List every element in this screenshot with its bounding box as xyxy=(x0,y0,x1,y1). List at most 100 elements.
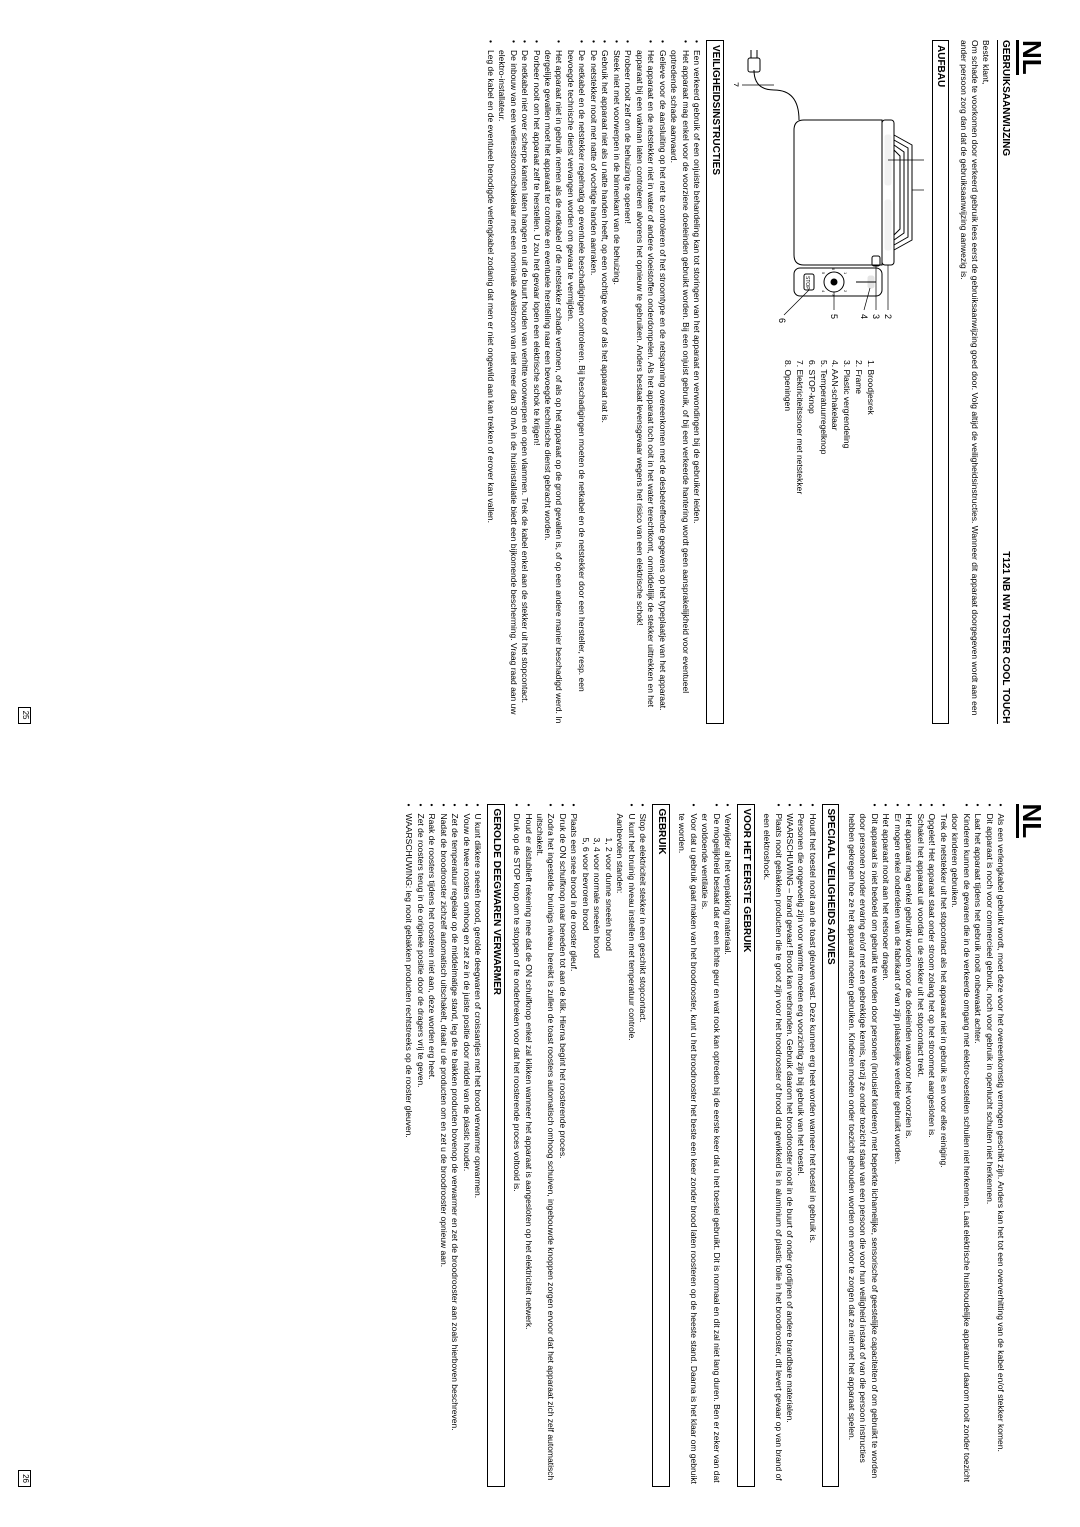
recommended-label: Aanbevolen standen: xyxy=(614,804,625,1488)
list-item: Opgelet! Het apparaat staat onder stroom… xyxy=(926,804,937,1488)
page-number-left: 25 xyxy=(18,707,31,724)
section-safety1: VEILIGHEIDSINSTRUCTIES xyxy=(706,40,724,724)
list-item: Het apparaat en de netstekker niet in wa… xyxy=(633,40,656,724)
special-list: Houdt het toestel nooit aan de toast gle… xyxy=(761,804,818,1488)
header-row: GEBRUIKSAANWIJZING T121 NB NW TOSTER COO… xyxy=(998,40,1013,724)
list-item: Voor dat u gebruik gaat maken van het br… xyxy=(676,804,699,1488)
stop-label: STOP xyxy=(804,276,810,290)
list-item: Plaats een snee brood in de rooster gleu… xyxy=(568,804,579,1488)
list-item: Zet de temperatuur regelaar op de middel… xyxy=(449,804,460,1488)
list-item: Zet de roosters terug in de originele po… xyxy=(414,804,425,1488)
part-1: 1. Broodjesrek xyxy=(864,360,876,724)
svg-text:7: 7 xyxy=(734,82,740,87)
svg-text:2: 2 xyxy=(843,290,848,293)
safety1-list: Een verkeerd gebruik of een onjuiste beh… xyxy=(484,40,702,724)
svg-text:3: 3 xyxy=(831,294,836,297)
gerolde-list: U kunt dikkere sneeën brood, gerolde dee… xyxy=(403,804,483,1488)
header-right: T121 NB NW TOSTER COOL TOUCH xyxy=(999,551,1013,723)
svg-text:4: 4 xyxy=(859,314,869,319)
section-aufbau: AUFBAU xyxy=(932,40,950,724)
use-list-pre: Stop de elektriciteit stekker in een ges… xyxy=(625,804,648,1488)
toaster-diagram: 1 2 3 4 5 6 STOP xyxy=(734,40,924,330)
part-8: 8. Openingen xyxy=(781,360,793,724)
lang-tag: NL xyxy=(1016,40,1045,75)
content: NL GEBRUIKSAANWIJZING T121 NB NW TOSTER … xyxy=(20,40,1045,724)
part-6: 6. STOP-knop xyxy=(805,360,817,724)
list-item: Porbeer nooit om het apparaat zelf te he… xyxy=(530,40,541,724)
part-2: 2. Frame xyxy=(852,360,864,724)
list-item: Een verkeerd gebruik of een onjuiste beh… xyxy=(691,40,702,724)
part-7: 7. Elektriciteitssnoer met netstekker xyxy=(793,360,805,724)
list-item: Het apparaat nooit aan het netsnoer drag… xyxy=(880,804,891,1488)
list-item: Houd er alstublieft rekening mee dat de … xyxy=(522,804,533,1488)
part-3: 3. Plastic vergrendeling xyxy=(840,360,852,724)
svg-text:6: 6 xyxy=(831,268,836,271)
svg-text:5: 5 xyxy=(829,314,839,319)
list-item: U kunt dikkere sneeën brood, gerolde dee… xyxy=(472,804,483,1488)
list-item: Trek de netstekker uit het stopcontact a… xyxy=(937,804,948,1488)
list-item: Gelieve voor de aansluiting op het net t… xyxy=(656,40,667,724)
list-item: 5, 6 voor bevroren brood xyxy=(579,838,590,1488)
list-item: Er mogen enkel onderdelen van de fabrika… xyxy=(891,804,902,1488)
lang-tag: NL xyxy=(1016,804,1045,839)
list-item: Laat het apparaat tijdens het gebruik no… xyxy=(972,804,983,1488)
list-item: Zodra het ingestelde bruinigs niveau ber… xyxy=(534,804,557,1488)
section-use: GEBRUIK xyxy=(652,804,670,1488)
list-item: Het apparaat mag enkel gebruikt worden v… xyxy=(903,804,914,1488)
svg-text:1: 1 xyxy=(843,272,848,275)
list-item: De netstekker nooit met natte of vochtig… xyxy=(587,40,598,724)
svg-text:4: 4 xyxy=(821,290,826,293)
list-item: Dit apparaat is noch voor commercieel ge… xyxy=(983,804,994,1488)
list-item: 3, 4 voor normale sneeën brood xyxy=(591,838,602,1488)
list-item: De mogelijkheid bestaat dat er een licht… xyxy=(699,804,722,1488)
page-left: NL GEBRUIKSAANWIJZING T121 NB NW TOSTER … xyxy=(0,0,1080,764)
svg-text:5: 5 xyxy=(821,272,826,275)
part-5: 5. Temperatuurregelknop xyxy=(817,360,829,724)
svg-text:3: 3 xyxy=(871,314,881,319)
content: NL Als een verlengkabel gebruikt wordt, … xyxy=(20,804,1045,1488)
page2-top-list: Als een verlengkabel gebruikt wordt, moe… xyxy=(845,804,1006,1488)
list-item: 1, 2 voor dunne sneeën brood xyxy=(602,838,613,1488)
svg-text:2: 2 xyxy=(883,314,893,319)
section-gerolde: GEROLDE DEEGWAREN VERWARMER xyxy=(487,804,505,1488)
list-item: Verwijder al het verpakking materiaal. xyxy=(722,804,733,1488)
svg-text:6: 6 xyxy=(777,318,787,323)
page-right: NL Als een verlengkabel gebruikt wordt, … xyxy=(0,764,1080,1527)
list-item: Raak de roosters tijdens het roosteren n… xyxy=(426,804,437,1488)
list-item: U kunt het bruinig niveau instellen met … xyxy=(625,804,636,1488)
list-item: Stop de elektriciteit stekker in een ges… xyxy=(637,804,648,1488)
list-item: De netkabel niet over scherpe kanten lat… xyxy=(519,40,530,724)
intro-text: Beste klant, Om schade te voorkomen door… xyxy=(957,40,991,724)
list-item: Druk de ON schuifknop naar beneden tot a… xyxy=(557,804,568,1488)
list-item: Plaats nooit gebakken producten die te g… xyxy=(761,804,784,1488)
recommended-list: 1, 2 voor dunne sneeën brood 3, 4 voor n… xyxy=(579,804,613,1488)
list-item: Druk op de STOP knop om te stoppen of te… xyxy=(511,804,522,1488)
list-item: WAARSCHUWING – brand gevaar! Brood kan v… xyxy=(784,804,795,1488)
list-item: Dit apparaat is niet bedoeld om gebruikt… xyxy=(845,804,879,1488)
list-item: De inbouw van een verliesstroomschakelaa… xyxy=(496,40,519,724)
list-item: Houdt het toestel nooit aan de toast gle… xyxy=(806,804,817,1488)
section-special: SPECIAAL VEILIGHEIDS ADVIES xyxy=(822,804,840,1488)
list-item: WAARSCHUWING: leg nooit gebakken product… xyxy=(403,804,414,1488)
list-item: Vouw de twee roosters omhoog en zet ze i… xyxy=(460,804,471,1488)
list-item: Kinderen kunnen de gevaren die in de ver… xyxy=(949,804,972,1488)
list-item: Leg de kabel en de eventueel benodigde v… xyxy=(484,40,495,724)
list-item: Als een verlengkabel gebruikt wordt, moe… xyxy=(995,804,1006,1488)
header-left: GEBRUIKSAANWIJZING xyxy=(999,40,1013,156)
page-number-right: 26 xyxy=(18,1470,31,1487)
firstuse-list: Verwijder al het verpakking materiaal. D… xyxy=(676,804,733,1488)
section-firstuse: VOOR HET EERSTE GEBRUIK xyxy=(737,804,755,1488)
list-item: Steek niet met voorwerpen in de binnenka… xyxy=(610,40,621,724)
list-item: Nadat de broodrooster zichzelf automatis… xyxy=(437,804,448,1488)
list-item: Schakel het apparaat uit voordat u de st… xyxy=(914,804,925,1488)
list-item: Personen die ongevoelig zijn voor warmte… xyxy=(795,804,806,1488)
list-item: De netkabel en de netstekker regelmatig … xyxy=(564,40,587,724)
part-4: 4. AAN-schakelaar xyxy=(829,360,841,724)
list-item: Gebruik het apparaat niet als u natte ha… xyxy=(599,40,610,724)
parts-list: 1. Broodjesrek 2. Frame 3. Plastic vergr… xyxy=(781,360,876,724)
use-list-post: Plaats een snee brood in de rooster gleu… xyxy=(511,804,580,1488)
list-item: Het apparaat mag enkel voor de voorziene… xyxy=(668,40,691,724)
diagram-area: 1 2 3 4 5 6 STOP xyxy=(734,40,924,724)
list-item: Probeer nooit zelf om de behuizing te op… xyxy=(622,40,633,724)
list-item: Het apparaat niet in gebruik nemen als d… xyxy=(542,40,565,724)
